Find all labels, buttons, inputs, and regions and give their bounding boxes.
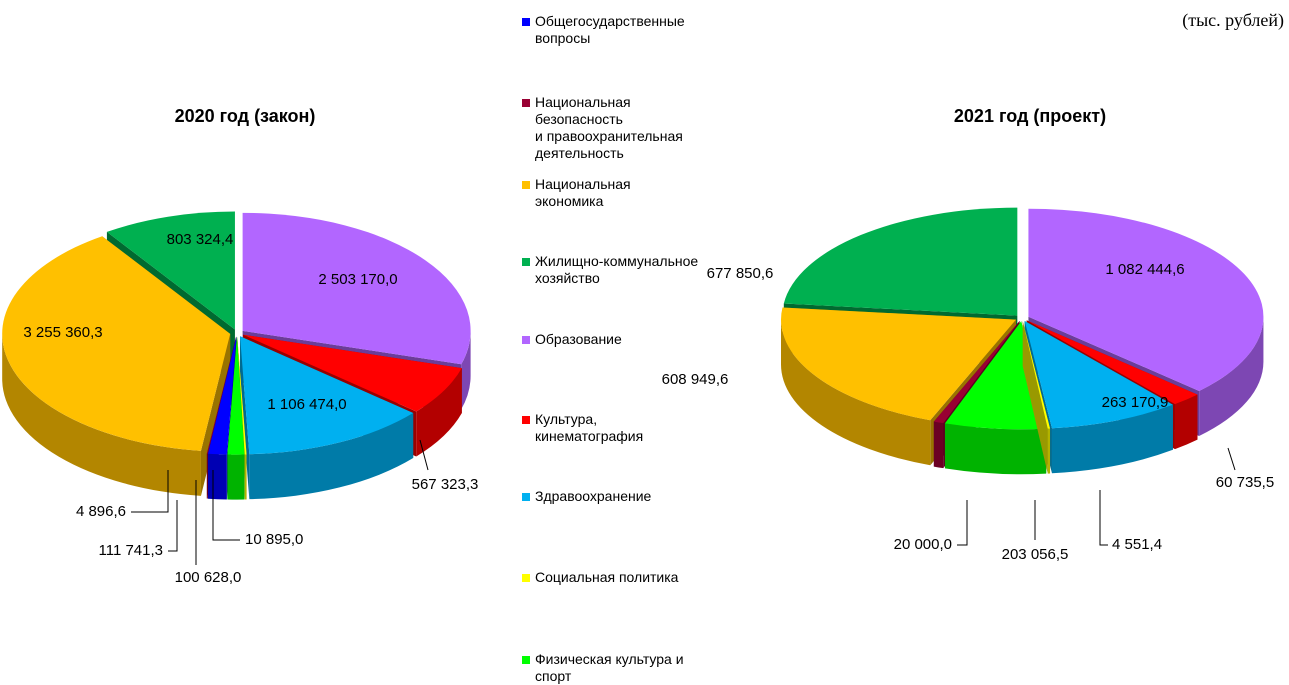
data-label: 20 000,0 <box>894 536 952 553</box>
slice-side <box>416 368 462 457</box>
slice-top <box>227 336 245 455</box>
slice-side <box>1051 404 1173 474</box>
data-label: 4 896,6 <box>76 503 126 520</box>
slice-top <box>1022 321 1051 429</box>
slice-side <box>933 421 944 469</box>
data-label: 2 503 170,0 <box>318 271 397 288</box>
slice <box>227 336 245 500</box>
slice-side <box>244 454 247 500</box>
unit-label: (тыс. рублей) <box>1182 10 1284 31</box>
legend-label: Национальная безопасность и правоохранит… <box>535 94 683 161</box>
slice-side <box>2 333 201 496</box>
legend-swatch <box>522 656 530 664</box>
slice-top <box>2 236 231 451</box>
data-label: 60 735,5 <box>1216 474 1274 491</box>
leader-line <box>1099 490 1108 546</box>
data-label: 608 949,6 <box>662 371 729 388</box>
slice-top <box>1026 320 1198 405</box>
legend-label: Здравоохранение <box>535 488 652 504</box>
legend-label: Физическая культура и спорт <box>535 651 684 684</box>
legend-label: Социальная политика <box>535 569 679 585</box>
slice-side <box>206 453 208 499</box>
data-label: 3 255 360,3 <box>23 324 102 341</box>
slice-side <box>944 423 1047 475</box>
slice-top <box>783 207 1018 316</box>
leader-line <box>168 500 178 552</box>
slice-top <box>206 336 237 454</box>
data-label: 1 082 444,6 <box>1105 261 1184 278</box>
chart-title: 2020 год (закон) <box>175 106 316 126</box>
slice <box>1022 321 1051 474</box>
slice-edge <box>1022 321 1048 474</box>
slice <box>240 336 414 500</box>
slice-top <box>237 336 247 455</box>
data-label: 10 895,0 <box>245 531 303 548</box>
slice-side <box>1174 394 1198 450</box>
slice-top <box>933 321 1020 424</box>
legend-swatch <box>522 416 530 424</box>
legend-label: Национальная экономика <box>535 176 631 209</box>
leader-line <box>1227 447 1236 471</box>
slice-top <box>106 211 235 330</box>
slice-top <box>240 336 414 455</box>
slice-side <box>249 413 414 500</box>
slice-side <box>1047 428 1051 474</box>
slice-edge <box>240 336 250 500</box>
legend-swatch <box>522 18 530 26</box>
legend-swatch <box>522 99 530 107</box>
legend-label: Жилищно-коммунальное хозяйство <box>535 253 699 286</box>
slice-top <box>242 212 471 365</box>
legend-swatch <box>522 258 530 266</box>
slice-side <box>461 330 471 410</box>
data-label: 677 850,6 <box>707 265 774 282</box>
leader-line <box>419 439 429 471</box>
data-label: 567 323,3 <box>412 476 479 493</box>
legend-swatch <box>522 493 530 501</box>
leader-line <box>957 500 968 546</box>
data-label: 263 170,9 <box>1102 394 1169 411</box>
slice-side <box>208 453 227 500</box>
slice-top <box>781 307 1017 421</box>
legend-label: Общегосударственные вопросы <box>535 13 685 46</box>
leader-line <box>212 470 240 541</box>
data-label: 203 056,5 <box>1002 546 1069 563</box>
slice-side <box>1199 316 1264 436</box>
slice-top <box>1028 208 1264 391</box>
data-label: 803 324,4 <box>167 231 234 248</box>
data-label: 100 628,0 <box>175 569 242 586</box>
slice-top <box>243 334 462 412</box>
slice-top <box>1024 320 1173 429</box>
legend-label: Культура, кинематография <box>535 411 644 444</box>
chart-title: 2021 год (проект) <box>954 106 1106 126</box>
legend-swatch <box>522 181 530 189</box>
data-label: 1 106 474,0 <box>267 396 346 413</box>
slice-side <box>781 319 931 466</box>
legend-swatch <box>522 336 530 344</box>
slice-side <box>227 454 245 500</box>
leader-line <box>131 470 169 513</box>
data-label: 4 551,4 <box>1112 536 1162 553</box>
slice-top <box>208 336 237 455</box>
legend-swatch <box>522 574 530 582</box>
legend-label: Образование <box>535 331 622 347</box>
data-label: 111 741,3 <box>98 542 163 559</box>
slice-top <box>944 321 1047 430</box>
